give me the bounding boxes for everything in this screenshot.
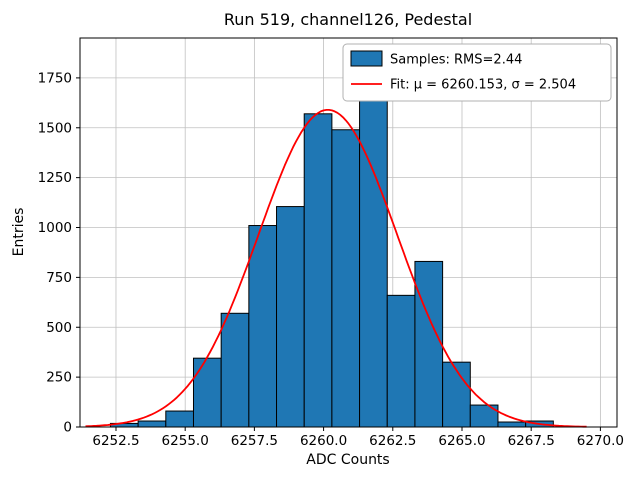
y-tick-label: 1250: [38, 170, 72, 186]
x-tick-label: 6262.5: [369, 433, 416, 449]
histogram-bar: [414, 260, 444, 428]
histogram-bar: [359, 87, 388, 428]
x-tick-label: 6257.5: [231, 433, 278, 449]
histogram-bar: [165, 410, 194, 428]
x-tick-label: 6270.0: [577, 433, 624, 449]
x-tick-labels: 6252.5 6255.0 6257.5 6260.0 6262.5 6265.0 6267…: [92, 433, 624, 449]
histogram-bar: [331, 129, 361, 428]
y-tick-label: 1000: [38, 220, 72, 236]
legend-box: [342, 43, 612, 102]
axis-ticks: [76, 77, 601, 431]
y-axis-label: Entries: [11, 208, 27, 257]
x-tick-label: 6260.0: [300, 433, 347, 449]
axes-frame: [79, 37, 618, 428]
fit-curve: [85, 109, 587, 428]
x-tick-label: 6265.0: [438, 433, 485, 449]
chart-title: Run 519, channel126, Pedestal: [224, 10, 472, 29]
legend-label-fit: Fit: μ = 6260.153, σ = 2.504: [390, 78, 576, 93]
histogram-bar: [276, 206, 305, 428]
histogram-bar: [248, 225, 278, 428]
x-tick-label: 6252.5: [92, 433, 139, 449]
y-tick-label: 1500: [38, 120, 72, 136]
x-tick-label: 6255.0: [162, 433, 209, 449]
y-tick-label: 750: [46, 270, 72, 286]
histogram-bars: [109, 87, 554, 428]
y-tick-labels: 0 250 500 750 1000 1250 1500 1750: [38, 70, 72, 435]
legend: Samples: RMS=2.44 Fit: μ = 6260.153, σ =…: [342, 43, 612, 102]
legend-label-samples: Samples: RMS=2.44: [390, 53, 522, 68]
histogram-bar: [497, 421, 527, 428]
histogram-bar: [442, 361, 471, 428]
x-tick-label: 6267.5: [508, 433, 555, 449]
histogram-bar: [303, 113, 333, 428]
y-tick-label: 1750: [38, 70, 72, 86]
histogram-bar: [220, 312, 250, 428]
y-tick-label: 0: [63, 420, 72, 436]
histogram-bar: [137, 420, 167, 428]
y-tick-label: 500: [46, 320, 72, 336]
x-axis-label: ADC Counts: [306, 452, 389, 468]
legend-swatch-samples: [350, 50, 383, 67]
histogram-bar: [386, 294, 416, 428]
y-tick-label: 250: [46, 370, 72, 386]
histogram-bar: [192, 357, 222, 428]
